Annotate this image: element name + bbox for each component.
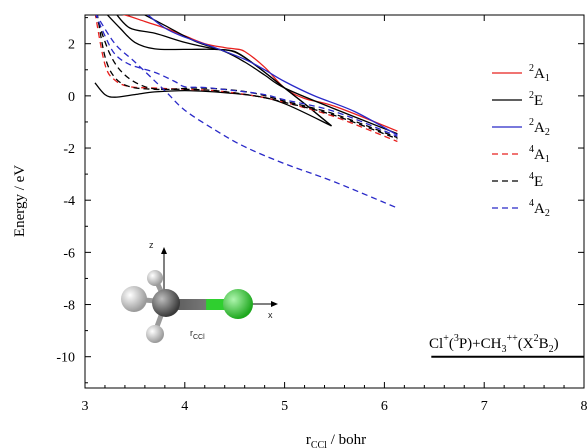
y-tick-label: -6: [63, 246, 75, 261]
series-line-5: [147, 15, 398, 136]
legend-label: 4E: [529, 171, 543, 190]
bond-length-label-main: r: [190, 328, 193, 338]
hydrogen-atom-bottom: [146, 325, 164, 343]
legend-label-base: A: [534, 66, 545, 82]
legend-label-base: E: [534, 174, 543, 190]
legend-label-base: A: [534, 201, 545, 217]
asymptote-label-part: ++: [506, 333, 518, 344]
asymptote-label-part: (X: [518, 336, 534, 352]
asymptote-label-part: 3: [501, 344, 506, 355]
legend-label-sup: 2: [529, 90, 534, 101]
legend-label-base: A: [534, 147, 545, 163]
legend-label-sup: 2: [529, 117, 534, 128]
legend-label: 2A2: [529, 117, 550, 138]
c-cl-bond: [165, 299, 239, 310]
x-tick-label: 5: [281, 399, 288, 414]
series-line-7: [96, 15, 398, 140]
series-line-0: [122, 15, 398, 132]
asymptote-label: Cl+(3P)+CH3++(X2B2): [429, 333, 559, 355]
z-axis-label: z: [149, 240, 154, 250]
asymptote-label-part: Cl: [429, 336, 443, 352]
x-tick-label: 6: [381, 399, 388, 414]
x-tick-label: 7: [481, 399, 488, 414]
series-layer: [94, 15, 398, 209]
legend-label-sub: 1: [545, 73, 550, 84]
legend-label-base: A: [534, 120, 545, 136]
x-axis-title-rest: / bohr: [327, 432, 366, 448]
legend-label: 2A1: [529, 63, 550, 84]
legend-label-base: E: [534, 93, 543, 109]
hydrogen-atom-left: [121, 286, 147, 312]
x-tick-label: 8: [581, 399, 588, 414]
y-tick-label: -2: [63, 142, 75, 157]
x-axis-arrowhead: [271, 301, 278, 307]
plot-frame: [84, 14, 585, 389]
legend-label-sub: 2: [545, 127, 550, 138]
y-tick-label: 0: [68, 90, 75, 105]
y-axis: 2 0 -2 -4 -6 -8 -10: [56, 17, 584, 384]
x-axis: 3 4 5 6 7 8: [82, 15, 588, 414]
legend-label-sup: 4: [529, 144, 534, 155]
asymptote-label-part: 3: [454, 333, 459, 344]
legend-label: 4A1: [529, 144, 550, 165]
series-line-4: [143, 15, 398, 135]
series-line-3: [116, 15, 332, 127]
y-tick-label: -8: [63, 299, 75, 314]
x-axis-title-sub: CCl: [311, 440, 327, 448]
bond-length-label-sub: CCl: [193, 334, 205, 341]
asymptote-label-part: (: [449, 336, 454, 352]
x-tick-label: 4: [181, 399, 188, 414]
series-line-1: [94, 82, 332, 127]
legend-label: 2E: [529, 90, 543, 109]
asymptote-label-part: P)+CH: [459, 336, 502, 352]
hydrogen-atom-top: [147, 270, 163, 286]
series-line-8: [95, 15, 398, 139]
legend-label-sup: 4: [529, 171, 534, 182]
asymptote-annotation: Cl+(3P)+CH3++(X2B2): [429, 333, 584, 358]
y-axis-title: Energy / eV: [12, 165, 28, 237]
x-axis-title: rCCl / bohr: [306, 432, 366, 448]
y-tick-label: -4: [63, 194, 75, 209]
x-axis-title-main: r: [306, 432, 311, 448]
asymptote-label-part: 2: [534, 333, 539, 344]
series-line-9: [95, 15, 398, 137]
legend-label-sub: 1: [545, 154, 550, 165]
z-axis-arrowhead: [161, 247, 167, 254]
bond-length-label: rCCl: [190, 328, 205, 341]
legend-label-sub: 2: [545, 208, 550, 219]
legend-label: 4A2: [529, 198, 550, 219]
asymptote-label-part: ): [554, 336, 559, 352]
molecule-inset: z x rCCl: [121, 240, 278, 343]
x-tick-label: 3: [82, 399, 89, 414]
series-line-10: [95, 15, 398, 209]
legend-label-sup: 4: [529, 198, 534, 209]
x-axis-label: x: [268, 310, 273, 320]
y-tick-label: -10: [56, 351, 75, 366]
chlorine-atom: [223, 289, 253, 319]
y-tick-label: 2: [68, 38, 75, 53]
carbon-atom: [152, 289, 180, 317]
asymptote-label-part: +: [443, 333, 449, 344]
legend-label-sup: 2: [529, 63, 534, 74]
asymptote-label-part: B: [539, 336, 549, 352]
asymptote-label-part: 2: [549, 344, 554, 355]
